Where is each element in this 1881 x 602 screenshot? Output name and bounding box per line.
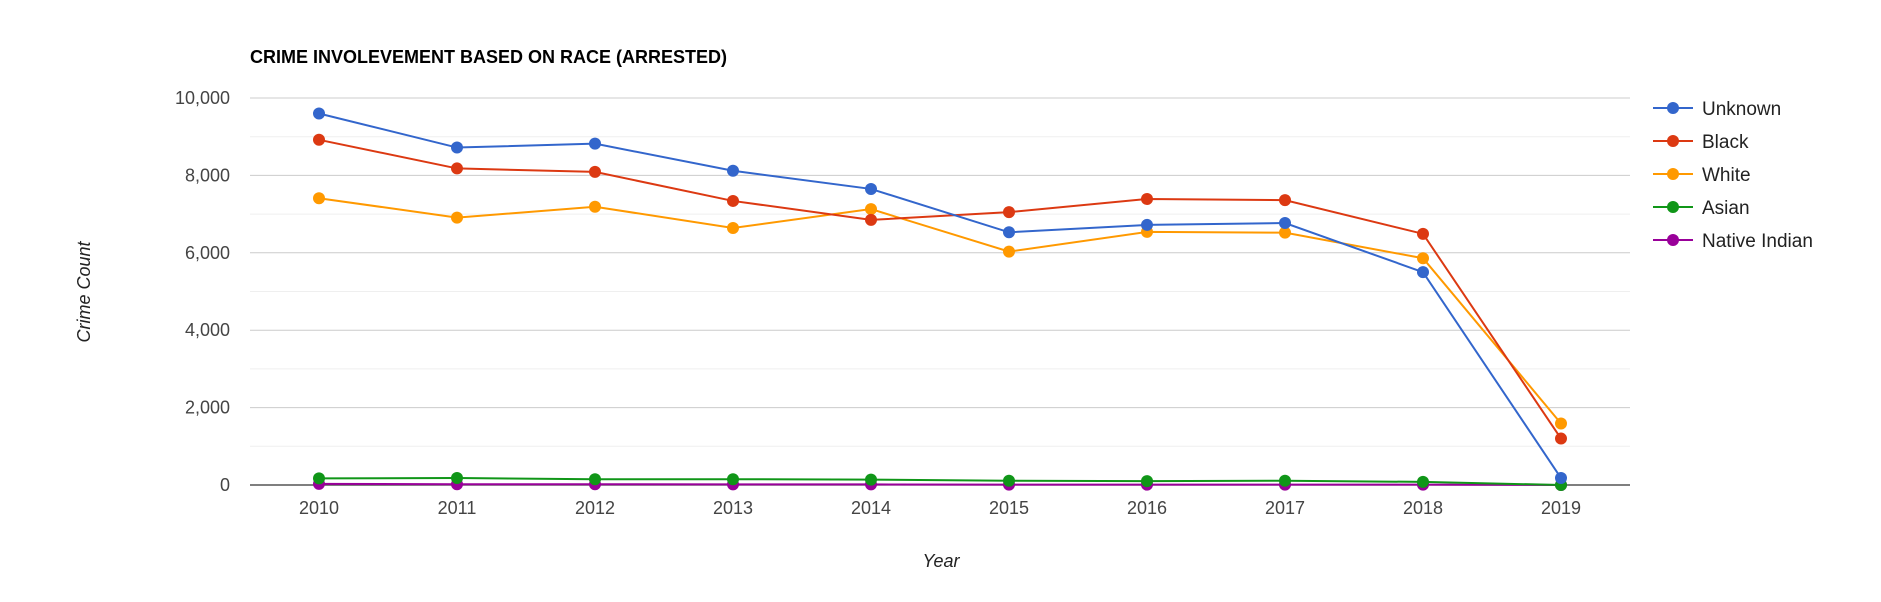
y-axis-title: Crime Count <box>74 240 94 342</box>
legend-marker <box>1667 102 1679 114</box>
data-point[interactable] <box>865 213 877 226</box>
axes: 0 2,000 4,000 6,000 8,000 10,000 2010 2011 2012 2… <box>175 88 1630 518</box>
y-tick-label: 8,000 <box>185 165 230 185</box>
gridlines <box>250 97 1630 447</box>
legend-marker <box>1667 234 1679 246</box>
data-point[interactable] <box>1003 245 1015 258</box>
legend-marker <box>1667 135 1679 147</box>
data-point[interactable] <box>1417 252 1429 265</box>
legend-item[interactable]: Unknown <box>1653 99 1781 120</box>
data-point[interactable] <box>1417 475 1429 488</box>
x-axis-title: Year <box>922 551 960 571</box>
data-point[interactable] <box>1417 266 1429 279</box>
legend-label: White <box>1702 165 1751 186</box>
data-point[interactable] <box>727 194 739 207</box>
legend-marker <box>1667 168 1679 180</box>
data-point[interactable] <box>589 473 601 486</box>
data-point[interactable] <box>313 192 325 205</box>
data-point[interactable] <box>451 211 463 224</box>
data-point[interactable] <box>1003 226 1015 239</box>
data-point[interactable] <box>451 162 463 175</box>
data-point[interactable] <box>727 473 739 486</box>
data-point[interactable] <box>1555 472 1567 485</box>
data-point[interactable] <box>1279 194 1291 207</box>
legend-item[interactable]: Native Indian <box>1653 231 1813 252</box>
data-point[interactable] <box>1141 218 1153 231</box>
series-line <box>318 197 1562 425</box>
series-line <box>318 138 1562 440</box>
x-tick-label: 2012 <box>575 498 615 518</box>
series-asian <box>313 472 1567 491</box>
y-tick-label: 4,000 <box>185 320 230 340</box>
data-point[interactable] <box>589 200 601 213</box>
x-tick-label: 2016 <box>1127 498 1167 518</box>
series-line <box>318 482 1562 486</box>
chart-title: CRIME INVOLEVEMENT BASED ON RACE (ARREST… <box>250 47 727 67</box>
data-point[interactable] <box>865 182 877 195</box>
legend-item[interactable]: White <box>1653 165 1751 186</box>
x-tick-label: 2010 <box>299 498 339 518</box>
series-line <box>318 112 1562 479</box>
legend-label: Asian <box>1702 198 1750 219</box>
x-tick-label: 2018 <box>1403 498 1443 518</box>
x-tick-label: 2013 <box>713 498 753 518</box>
y-tick-label: 6,000 <box>185 243 230 263</box>
data-point[interactable] <box>589 165 601 178</box>
data-point[interactable] <box>727 222 739 235</box>
data-point[interactable] <box>1141 193 1153 206</box>
x-tick-label: 2017 <box>1265 498 1305 518</box>
data-point[interactable] <box>1003 206 1015 219</box>
y-tick-label: 10,000 <box>175 88 230 108</box>
series-unknown <box>313 107 1567 485</box>
data-point[interactable] <box>1003 474 1015 487</box>
series-line <box>318 477 1562 486</box>
legend-item[interactable]: Black <box>1653 132 1749 153</box>
data-point[interactable] <box>1279 217 1291 230</box>
data-point[interactable] <box>1417 227 1429 240</box>
legend-label: Black <box>1702 132 1749 153</box>
data-point[interactable] <box>727 164 739 177</box>
legend[interactable]: Unknown Black White Asian Native Indian <box>1653 99 1813 252</box>
legend-label: Native Indian <box>1702 231 1813 252</box>
data-point[interactable] <box>313 472 325 485</box>
data-point[interactable] <box>313 107 325 120</box>
data-point[interactable] <box>1279 474 1291 487</box>
data-point[interactable] <box>1279 226 1291 239</box>
series-lines <box>313 107 1567 491</box>
data-point[interactable] <box>865 203 877 216</box>
data-point[interactable] <box>1141 475 1153 488</box>
x-tick-label: 2015 <box>989 498 1029 518</box>
y-tick-label: 2,000 <box>185 398 230 418</box>
x-tick-label: 2014 <box>851 498 891 518</box>
data-point[interactable] <box>865 473 877 486</box>
series-white <box>313 192 1567 430</box>
y-tick-label: 0 <box>220 475 230 495</box>
legend-marker <box>1667 201 1679 213</box>
legend-label: Unknown <box>1702 99 1781 120</box>
x-tick-label: 2011 <box>438 498 477 518</box>
data-point[interactable] <box>1555 432 1567 445</box>
data-point[interactable] <box>313 133 325 146</box>
data-point[interactable] <box>451 472 463 485</box>
x-tick-label: 2019 <box>1541 498 1581 518</box>
data-point[interactable] <box>1555 417 1567 430</box>
data-point[interactable] <box>451 141 463 154</box>
series-black <box>313 133 1567 445</box>
data-point[interactable] <box>589 137 601 150</box>
legend-item[interactable]: Asian <box>1653 198 1750 219</box>
